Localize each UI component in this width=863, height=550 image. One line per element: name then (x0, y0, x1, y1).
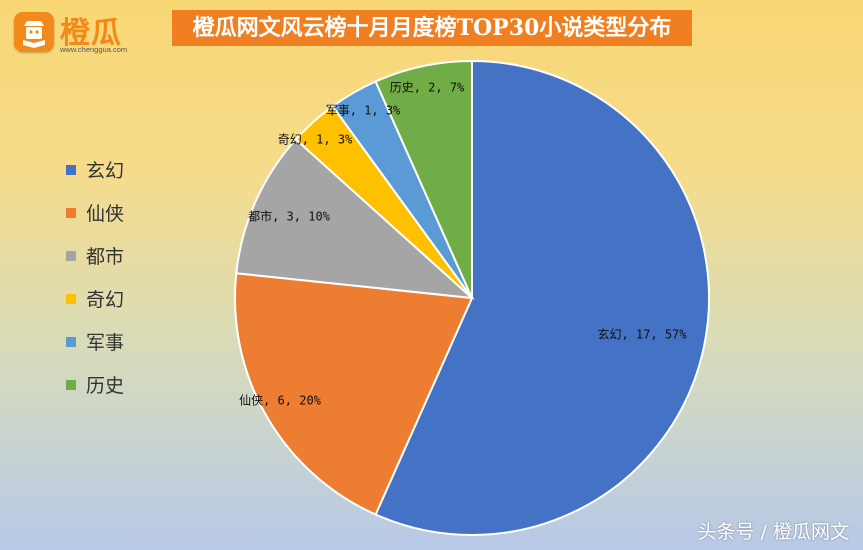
legend-label: 仙侠 (86, 203, 125, 225)
legend-swatch (66, 293, 76, 304)
pie-data-label: 仙侠, 6, 20% (239, 394, 322, 408)
legend-swatch (66, 250, 76, 261)
pie-slices (234, 59, 710, 536)
legend-item: 历史 (66, 363, 124, 406)
pie-slice (234, 272, 474, 516)
pie-slice (374, 59, 710, 536)
legend-label: 都市 (86, 246, 125, 268)
pie-slice (235, 138, 475, 300)
pie-data-label: 玄幻, 17, 57% (597, 327, 687, 342)
chart-legend: 玄幻仙侠都市奇幻军事历史 (66, 148, 124, 406)
chart-title: 橙瓜网文风云榜十月月度榜TOP30小说类型分布 (172, 10, 692, 46)
logo-badge-icon (14, 12, 54, 52)
legend-swatch (66, 164, 76, 175)
logo-brand-text: 橙瓜 (60, 16, 122, 51)
legend-item: 仙侠 (66, 191, 124, 234)
legend-item: 都市 (66, 234, 124, 277)
logo: 橙瓜 www.chenggua.com (10, 6, 140, 56)
watermark: 头条号 / 橙瓜网文 (697, 521, 849, 543)
legend-label: 玄幻 (86, 160, 125, 182)
legend-label: 历史 (86, 375, 125, 397)
pie-data-label: 都市, 3, 10% (248, 209, 331, 224)
legend-swatch (66, 379, 76, 390)
pie-slice (374, 59, 473, 299)
legend-item: 军事 (66, 320, 124, 363)
legend-label: 军事 (86, 332, 125, 354)
logo-url-text: www.chenggua.com (60, 45, 128, 54)
legend-item: 奇幻 (66, 277, 124, 320)
pie-data-label: 奇幻, 1, 3% (278, 133, 353, 147)
legend-label: 奇幻 (86, 289, 125, 311)
pie-data-label: 历史, 2, 7% (390, 81, 465, 95)
legend-swatch (66, 207, 76, 218)
legend-swatch (66, 336, 76, 347)
legend-item: 玄幻 (66, 148, 124, 191)
pie-data-labels: 玄幻, 17, 57% 仙侠, 6, 20% 都市, 3, 10% 奇幻, 1, 3%… (239, 81, 687, 408)
pie-data-label: 军事, 1, 3% (326, 104, 401, 118)
